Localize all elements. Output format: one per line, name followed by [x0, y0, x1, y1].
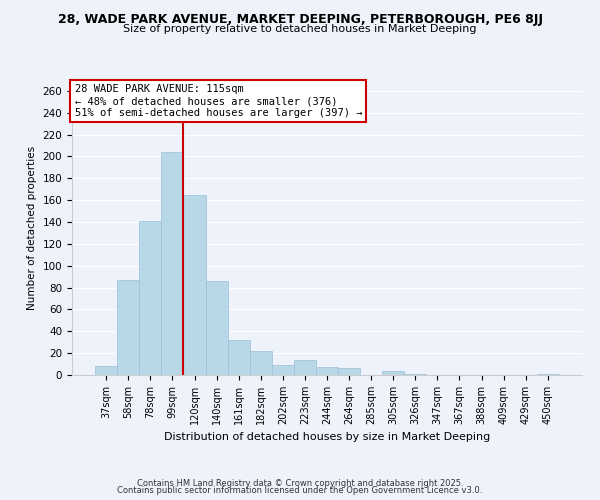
Bar	[382, 370, 404, 375]
Bar	[227, 340, 250, 375]
Bar	[184, 194, 206, 375]
Bar	[316, 368, 338, 375]
Bar	[139, 221, 161, 375]
Text: Contains HM Land Registry data © Crown copyright and database right 2025.: Contains HM Land Registry data © Crown c…	[137, 478, 463, 488]
Bar	[95, 366, 117, 375]
Bar	[206, 281, 227, 375]
X-axis label: Distribution of detached houses by size in Market Deeping: Distribution of detached houses by size …	[164, 432, 490, 442]
Y-axis label: Number of detached properties: Number of detached properties	[27, 146, 37, 310]
Text: 28, WADE PARK AVENUE, MARKET DEEPING, PETERBOROUGH, PE6 8JJ: 28, WADE PARK AVENUE, MARKET DEEPING, PE…	[58, 12, 542, 26]
Text: Size of property relative to detached houses in Market Deeping: Size of property relative to detached ho…	[123, 24, 477, 34]
Bar	[161, 152, 184, 375]
Text: 28 WADE PARK AVENUE: 115sqm
← 48% of detached houses are smaller (376)
51% of se: 28 WADE PARK AVENUE: 115sqm ← 48% of det…	[74, 84, 362, 117]
Bar	[338, 368, 360, 375]
Text: Contains public sector information licensed under the Open Government Licence v3: Contains public sector information licen…	[118, 486, 482, 495]
Bar	[272, 365, 294, 375]
Bar	[117, 280, 139, 375]
Bar	[294, 360, 316, 375]
Bar	[537, 374, 559, 375]
Bar	[250, 351, 272, 375]
Bar	[404, 374, 427, 375]
